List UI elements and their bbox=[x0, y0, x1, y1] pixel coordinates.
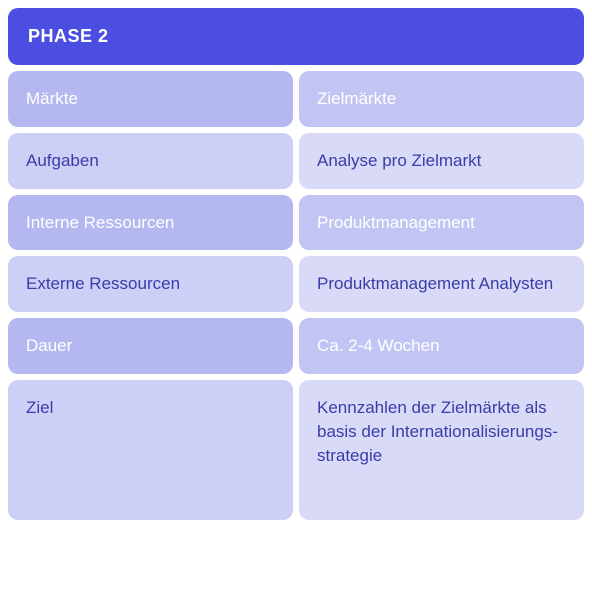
phase-grid: MärkteZielmärkteAufgabenAnalyse pro Ziel… bbox=[8, 71, 584, 520]
row-value: Kennzahlen der Zielmärkte als basis der … bbox=[299, 380, 584, 520]
row-label: Ziel bbox=[8, 380, 293, 520]
row-label: Externe Ressourcen bbox=[8, 256, 293, 312]
row-label: Dauer bbox=[8, 318, 293, 374]
row-value: Zielmärkte bbox=[299, 71, 584, 127]
row-value: Analyse pro Zielmarkt bbox=[299, 133, 584, 189]
row-value: Ca. 2-4 Wochen bbox=[299, 318, 584, 374]
phase-header: PHASE 2 bbox=[8, 8, 584, 65]
row-value: Produktmanagement bbox=[299, 195, 584, 251]
row-value: Produktmanagement Analysten bbox=[299, 256, 584, 312]
row-label: Interne Ressourcen bbox=[8, 195, 293, 251]
phase-table-container: PHASE 2 MärkteZielmärkteAufgabenAnalyse … bbox=[8, 8, 584, 520]
row-label: Märkte bbox=[8, 71, 293, 127]
row-label: Aufgaben bbox=[8, 133, 293, 189]
